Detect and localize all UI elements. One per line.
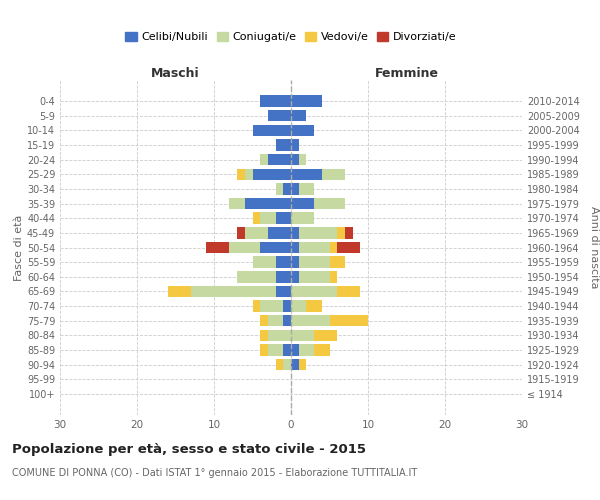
Bar xyxy=(291,124,314,136)
Bar xyxy=(275,359,283,370)
Bar xyxy=(283,359,291,370)
Bar xyxy=(345,227,353,238)
Bar xyxy=(337,286,360,297)
Bar xyxy=(268,154,291,166)
Text: Femmine: Femmine xyxy=(374,67,439,80)
Text: COMUNE DI PONNA (CO) - Dati ISTAT 1° gennaio 2015 - Elaborazione TUTTITALIA.IT: COMUNE DI PONNA (CO) - Dati ISTAT 1° gen… xyxy=(12,468,417,477)
Bar xyxy=(329,271,337,282)
Bar xyxy=(260,315,268,326)
Bar xyxy=(291,212,314,224)
Bar xyxy=(299,271,329,282)
Bar xyxy=(237,271,275,282)
Bar xyxy=(260,242,291,253)
Bar xyxy=(283,344,291,356)
Bar xyxy=(268,227,291,238)
Bar xyxy=(253,168,291,180)
Bar xyxy=(268,344,283,356)
Bar xyxy=(283,183,291,194)
Bar xyxy=(275,271,291,282)
Bar xyxy=(291,242,299,253)
Bar xyxy=(291,300,307,312)
Bar xyxy=(275,183,283,194)
Bar xyxy=(291,154,299,166)
Bar xyxy=(253,256,275,268)
Bar xyxy=(245,168,253,180)
Bar xyxy=(268,110,291,122)
Bar xyxy=(275,256,291,268)
Bar xyxy=(245,227,268,238)
Bar xyxy=(337,242,360,253)
Legend: Celibi/Nubili, Coniugati/e, Vedovi/e, Divorziati/e: Celibi/Nubili, Coniugati/e, Vedovi/e, Di… xyxy=(125,32,457,42)
Bar xyxy=(237,227,245,238)
Y-axis label: Fasce di età: Fasce di età xyxy=(14,214,24,280)
Bar xyxy=(299,227,337,238)
Bar xyxy=(299,154,307,166)
Bar xyxy=(299,256,329,268)
Bar xyxy=(206,242,229,253)
Bar xyxy=(307,300,322,312)
Bar xyxy=(275,286,291,297)
Bar xyxy=(283,300,291,312)
Bar xyxy=(291,344,299,356)
Bar xyxy=(268,330,291,341)
Bar xyxy=(229,198,245,209)
Bar xyxy=(329,315,368,326)
Bar xyxy=(237,168,245,180)
Bar xyxy=(253,124,291,136)
Bar xyxy=(291,198,314,209)
Bar xyxy=(275,139,291,150)
Bar xyxy=(260,212,275,224)
Bar xyxy=(291,359,299,370)
Bar xyxy=(275,212,291,224)
Text: Maschi: Maschi xyxy=(151,67,200,80)
Bar xyxy=(260,330,268,341)
Bar xyxy=(291,286,337,297)
Bar xyxy=(299,183,314,194)
Bar xyxy=(314,198,345,209)
Bar xyxy=(291,315,329,326)
Bar xyxy=(314,330,337,341)
Bar xyxy=(291,271,299,282)
Bar xyxy=(253,300,260,312)
Bar xyxy=(260,154,268,166)
Bar xyxy=(299,359,307,370)
Y-axis label: Anni di nascita: Anni di nascita xyxy=(589,206,599,289)
Bar xyxy=(291,330,314,341)
Bar xyxy=(260,344,268,356)
Bar xyxy=(260,95,291,106)
Bar xyxy=(329,242,337,253)
Bar xyxy=(268,315,283,326)
Bar xyxy=(245,198,291,209)
Bar xyxy=(168,286,191,297)
Bar xyxy=(329,256,345,268)
Bar xyxy=(283,315,291,326)
Bar xyxy=(291,227,299,238)
Text: Popolazione per età, sesso e stato civile - 2015: Popolazione per età, sesso e stato civil… xyxy=(12,442,366,456)
Bar xyxy=(291,168,322,180)
Bar xyxy=(299,344,314,356)
Bar xyxy=(191,286,275,297)
Bar xyxy=(253,212,260,224)
Bar xyxy=(291,95,322,106)
Bar xyxy=(291,139,299,150)
Bar xyxy=(291,183,299,194)
Bar xyxy=(314,344,329,356)
Bar xyxy=(337,227,345,238)
Bar xyxy=(291,110,307,122)
Bar xyxy=(291,256,299,268)
Bar xyxy=(322,168,345,180)
Bar xyxy=(299,242,329,253)
Bar xyxy=(229,242,260,253)
Bar xyxy=(260,300,283,312)
